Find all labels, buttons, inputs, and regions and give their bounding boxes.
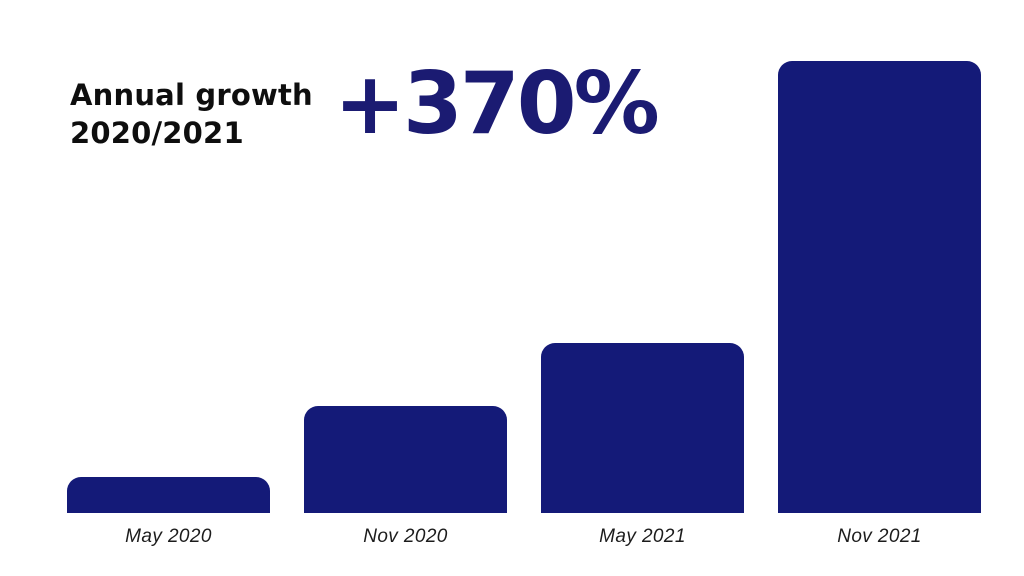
bar-chart: May 2020 Nov 2020 May 2021 Nov 2021 bbox=[67, 61, 981, 556]
bar-group-may-2020: May 2020 bbox=[67, 477, 270, 556]
axis-label-nov-2020: Nov 2020 bbox=[363, 526, 448, 547]
bar-may-2020 bbox=[67, 477, 270, 513]
chart-title: Annual growth 2020/2021 bbox=[70, 76, 313, 152]
axis-label-nov-2021: Nov 2021 bbox=[837, 526, 922, 547]
bar-group-nov-2020: Nov 2020 bbox=[304, 406, 507, 556]
axis-label-may-2020: May 2020 bbox=[125, 526, 212, 547]
bar-group-nov-2021: Nov 2021 bbox=[778, 61, 981, 556]
axis-label-may-2021: May 2021 bbox=[599, 526, 686, 547]
bar-nov-2021 bbox=[778, 61, 981, 513]
chart-title-line1: Annual growth bbox=[70, 78, 313, 112]
chart-title-line2: 2020/2021 bbox=[70, 116, 244, 150]
bar-group-may-2021: May 2021 bbox=[541, 343, 744, 556]
bar-may-2021 bbox=[541, 343, 744, 513]
growth-percentage: +370% bbox=[334, 54, 660, 154]
bar-nov-2020 bbox=[304, 406, 507, 513]
